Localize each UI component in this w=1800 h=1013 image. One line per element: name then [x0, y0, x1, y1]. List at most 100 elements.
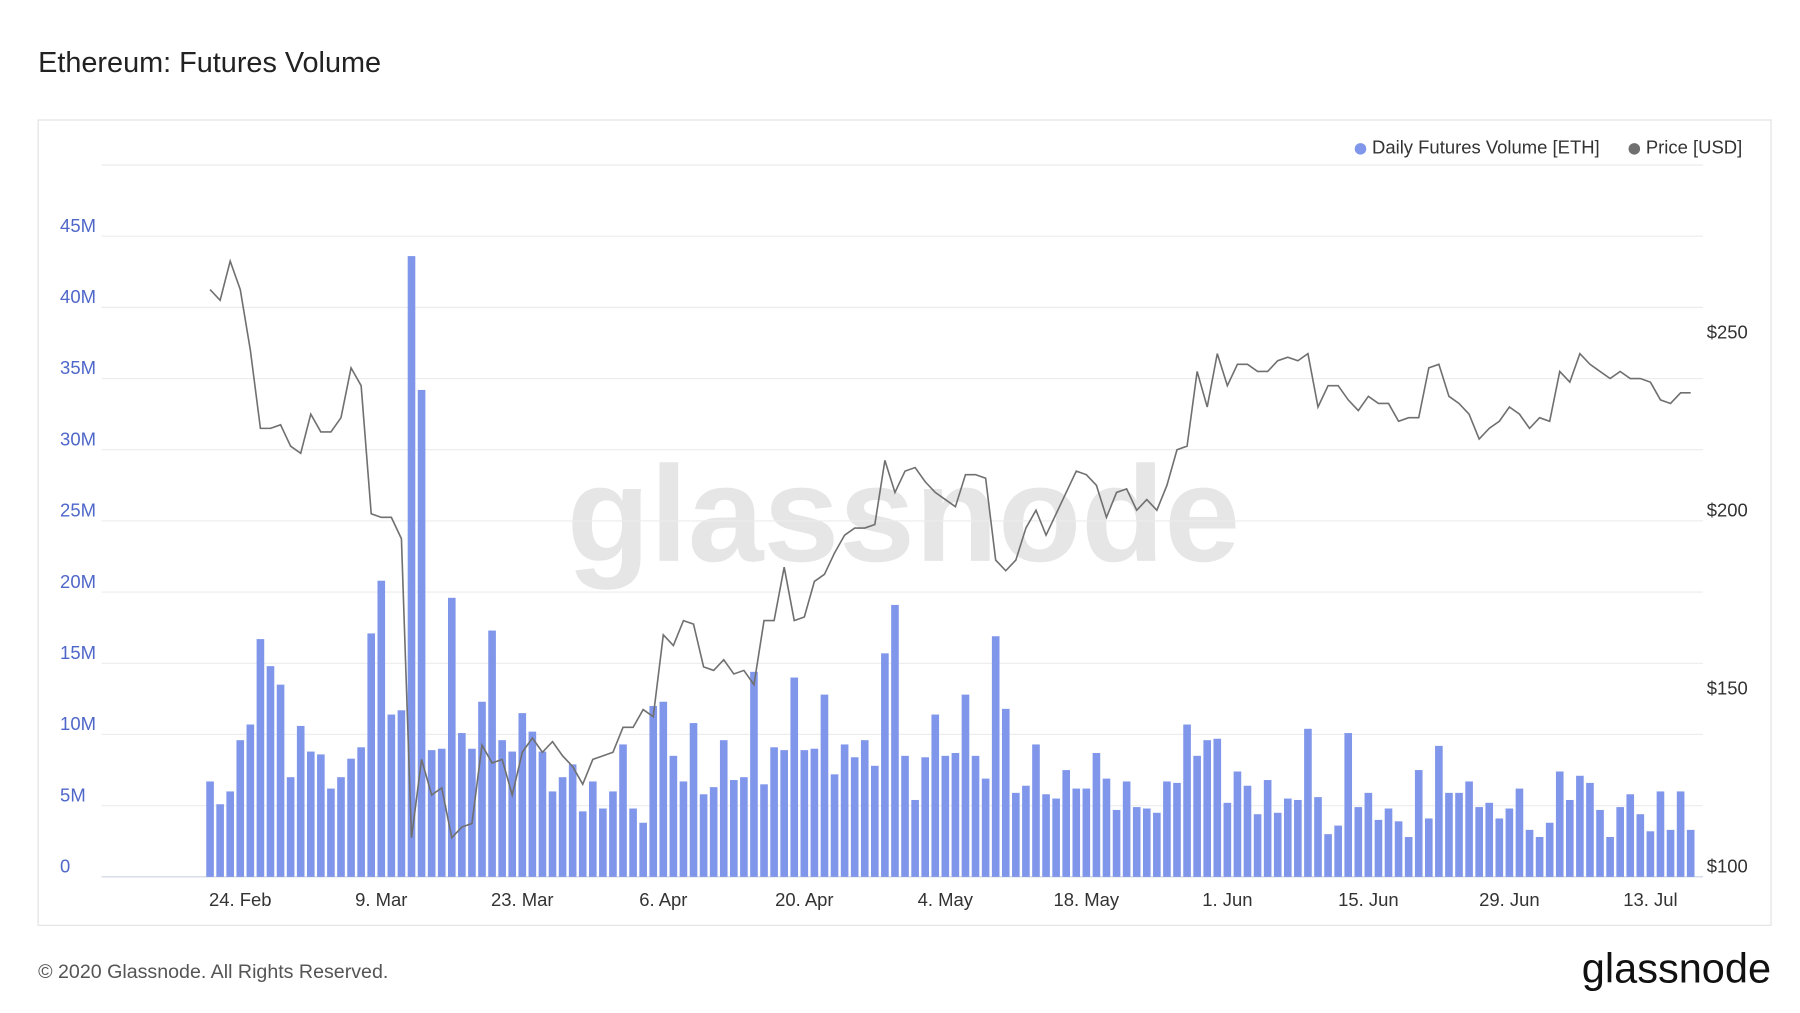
bar	[1606, 836, 1614, 877]
y-tick-label: 25M	[60, 500, 96, 521]
x-tick-label: 13. Jul	[1623, 889, 1677, 910]
bar	[1122, 781, 1131, 877]
bar	[1082, 788, 1091, 877]
bar	[266, 666, 275, 877]
legend-label: Price [USD]	[1646, 137, 1742, 158]
bar	[1223, 802, 1232, 877]
legend-marker	[1628, 143, 1641, 155]
bar	[1042, 794, 1050, 877]
bar	[709, 787, 718, 877]
bar	[951, 752, 960, 877]
bar	[901, 755, 909, 877]
y2-tick-label: $200	[1707, 500, 1748, 521]
bar	[760, 784, 768, 877]
bar	[1102, 778, 1111, 877]
bar	[286, 777, 295, 877]
bar	[740, 777, 748, 877]
bar	[417, 389, 426, 877]
bar	[337, 777, 345, 877]
bar	[246, 724, 255, 877]
x-tick-label: 20. Apr	[775, 889, 833, 910]
bar	[216, 804, 224, 877]
bar	[599, 808, 607, 877]
bar	[1304, 728, 1312, 877]
bar	[750, 671, 758, 877]
bar	[1596, 809, 1604, 877]
bar	[1535, 836, 1544, 877]
bar	[1072, 788, 1081, 877]
bar	[236, 740, 245, 877]
bar	[1616, 807, 1624, 877]
bar	[1132, 807, 1141, 877]
bar	[1374, 819, 1383, 877]
bar	[1273, 812, 1282, 877]
bar	[941, 755, 950, 877]
bar	[800, 750, 809, 877]
y2-tick-label: $250	[1707, 322, 1748, 343]
bar	[1022, 785, 1030, 877]
y2-tick-label: $150	[1707, 678, 1748, 699]
bar	[538, 751, 547, 877]
bar	[649, 706, 658, 877]
chart-title: Ethereum: Futures Volume	[38, 47, 381, 79]
bar	[1203, 740, 1212, 877]
price-line	[209, 258, 1691, 840]
bar	[377, 580, 386, 877]
bar	[669, 755, 678, 877]
bar	[578, 811, 587, 877]
y-tick-label: 45M	[60, 215, 96, 236]
bar	[1183, 724, 1191, 877]
y-tick-label: 5M	[60, 784, 86, 805]
x-tick-label: 23. Mar	[491, 889, 554, 910]
bar	[1233, 771, 1242, 877]
bar	[639, 822, 647, 877]
bar	[971, 755, 980, 877]
bar	[458, 733, 466, 877]
bar	[830, 774, 839, 877]
bar	[860, 740, 869, 877]
bar	[931, 714, 940, 877]
bar	[306, 751, 315, 877]
bar	[921, 757, 929, 877]
bar	[911, 799, 919, 877]
bar	[1344, 733, 1353, 877]
bar	[1636, 814, 1645, 877]
bar	[629, 808, 637, 877]
bar	[881, 653, 889, 877]
bar	[508, 751, 517, 877]
bar	[1485, 802, 1494, 877]
bar	[588, 781, 597, 877]
bar	[1253, 814, 1262, 877]
y-tick-label: 40M	[60, 286, 96, 307]
x-tick-label: 24. Feb	[209, 889, 272, 910]
bar	[1666, 829, 1675, 877]
bar	[820, 694, 829, 877]
x-tick-label: 4. May	[918, 889, 974, 910]
bar	[1465, 781, 1473, 877]
bar	[1324, 834, 1332, 877]
bar	[1001, 708, 1010, 877]
bar	[850, 757, 859, 877]
bar	[780, 750, 788, 877]
bar	[357, 747, 365, 877]
legend-marker	[1354, 143, 1367, 155]
bar	[1555, 771, 1564, 877]
bar	[367, 633, 376, 877]
bar	[689, 723, 698, 877]
bar	[1566, 799, 1574, 877]
x-tick-label: 15. Jun	[1338, 889, 1399, 910]
bar	[317, 754, 325, 877]
y-tick-label: 0	[60, 856, 70, 877]
bar	[1213, 738, 1222, 877]
bar	[1676, 791, 1685, 877]
bar	[1142, 808, 1151, 877]
bar	[518, 713, 527, 877]
bar	[730, 780, 738, 877]
legend-label: Daily Futures Volume [ETH]	[1372, 137, 1600, 158]
bar	[1646, 831, 1655, 877]
x-tick-label: 18. May	[1054, 889, 1120, 910]
bar	[1384, 808, 1393, 877]
bar	[568, 764, 577, 877]
y2-tick-label: $100	[1707, 856, 1748, 877]
